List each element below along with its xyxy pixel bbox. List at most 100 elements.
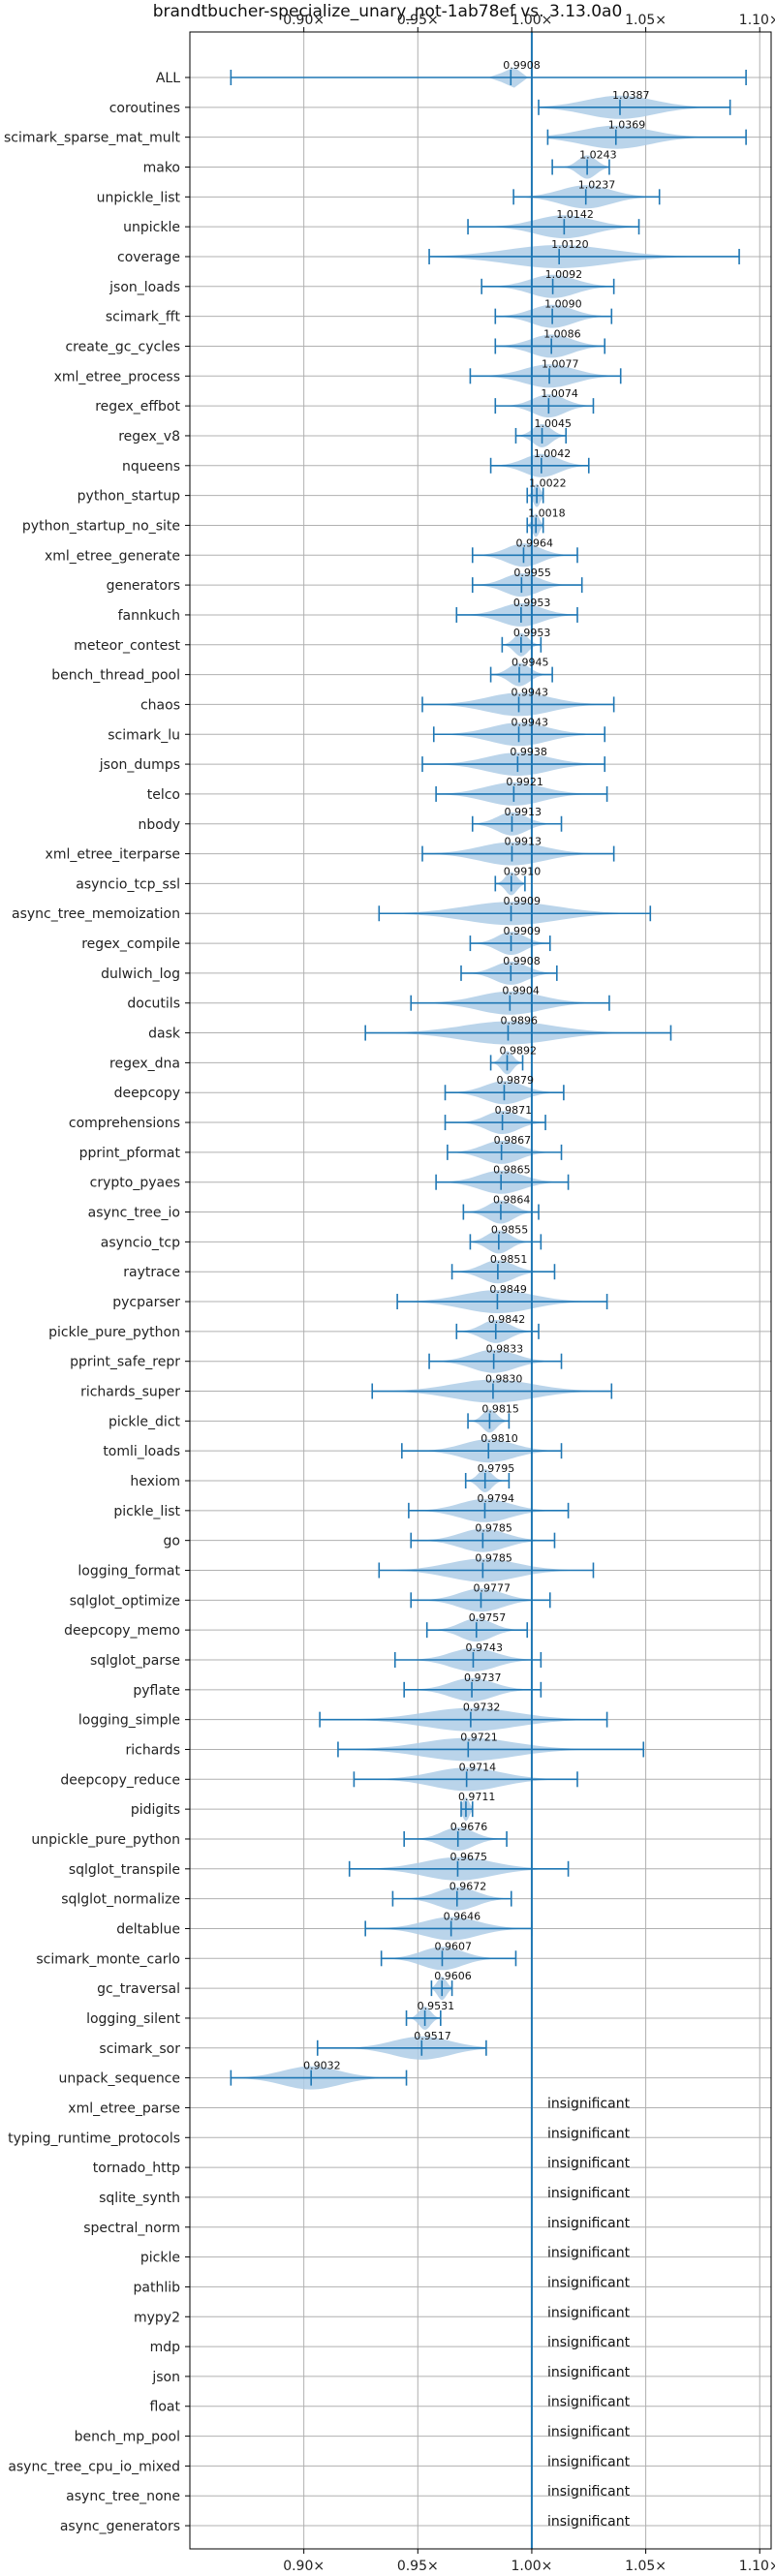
median-value-label: 0.9908 [503,955,541,967]
benchmark-label: pickle_pure_python [48,1325,180,1340]
median-value-label: 1.0120 [551,238,589,251]
benchmark-label: docutils [127,997,180,1012]
benchmark-label: regex_dna [109,1056,180,1071]
benchmark-label: scimark_fft [106,310,181,325]
median-value-label: 0.9871 [495,1104,533,1117]
benchmark-label: logging_silent [86,2011,180,2027]
benchmark-label: sqlite_synth [99,2191,180,2206]
benchmark-label: json_dumps [99,757,180,773]
benchmark-label: asyncio_tcp [101,1235,180,1250]
median-value-label: 0.9953 [513,627,551,639]
benchmark-label: regex_effbot [95,399,180,414]
median-value-label: 1.0387 [612,89,650,102]
median-value-label: 0.9795 [478,1462,515,1475]
median-value-label: 0.9830 [485,1373,523,1386]
benchmark-label: scimark_sor [99,2041,180,2057]
benchmark-label: coroutines [109,101,180,116]
median-value-label: 0.9794 [477,1492,514,1505]
plot-area-frame [189,31,772,2550]
x-tick-label-top: 1.10× [739,13,775,28]
benchmark-label: async_tree_io [88,1206,180,1221]
median-value-label: 0.9867 [494,1134,532,1147]
insignificant-label: insignificant [547,2305,631,2320]
median-value-label: 0.9964 [515,537,553,549]
median-value-label: 0.9606 [434,1970,472,1982]
median-value-label: 1.0092 [545,268,583,281]
median-value-label: 0.9851 [490,1253,527,1266]
insignificant-label: insignificant [547,2126,631,2141]
x-tick-label-top: 1.05× [625,13,666,28]
insignificant-label: insignificant [547,2335,631,2350]
benchmark-label: deltablue [116,1921,180,1937]
benchmark-label: async_tree_cpu_io_mixed [8,2459,180,2474]
benchmark-label: json_loads [108,280,180,295]
benchmark-label: python_startup [78,489,180,505]
median-value-label: 0.9757 [469,1611,507,1624]
median-value-label: 0.9737 [464,1671,502,1684]
median-value-label: 0.9777 [473,1581,511,1594]
benchmark-label: create_gc_cycles [65,339,180,354]
benchmark-label: unpack_sequence [59,2071,180,2087]
benchmark-label: ALL [156,71,180,86]
benchmark-label: deepcopy_reduce [60,1772,180,1788]
benchmark-label: scimark_monte_carlo [36,1951,180,1967]
benchmark-label: pickle_list [113,1504,180,1519]
median-value-label: 0.9032 [303,2060,341,2072]
benchmark-label: deepcopy [114,1086,180,1101]
insignificant-label: insignificant [547,2216,631,2231]
insignificant-label: insignificant [547,2514,631,2530]
benchmark-label: pprint_pformat [79,1146,181,1161]
benchmark-label: float [150,2400,181,2415]
benchmark-label: xml_etree_process [54,369,180,384]
benchmark-label: sqlglot_normalize [61,1892,180,1908]
insignificant-label: insignificant [547,2246,631,2261]
benchmark-label: hexiom [130,1474,180,1489]
median-value-label: 0.9908 [503,59,541,72]
median-value-label: 0.9810 [480,1432,518,1445]
median-value-label: 0.9904 [502,985,540,997]
median-value-label: 0.9896 [500,1015,538,1027]
benchmark-label: pathlib [134,2280,181,2295]
benchmark-label: logging_format [78,1564,180,1579]
benchmark-label: typing_runtime_protocols [8,2131,180,2146]
benchmark-label: json [151,2370,180,2385]
benchmark-label: spectral_norm [83,2221,180,2236]
benchmark-label: telco [147,787,180,803]
median-value-label: 0.9910 [504,865,542,877]
x-tick-label-bottom: 1.05× [625,2559,666,2574]
benchmark-label: deepcopy_memo [64,1623,180,1639]
benchmark-label: nqueens [122,459,180,475]
median-value-label: 1.0237 [578,178,616,191]
median-value-label: 0.9909 [504,895,542,907]
median-value-label: 1.0074 [541,387,578,400]
insignificant-label: insignificant [547,2484,631,2499]
median-value-label: 0.9938 [510,746,547,758]
benchmark-label: raytrace [123,1265,180,1280]
median-value-label: 0.9879 [496,1074,534,1087]
benchmark-label: pickle [140,2251,180,2266]
median-value-label: 0.9785 [475,1552,512,1565]
median-value-label: 0.9833 [486,1343,524,1356]
median-value-label: 0.9943 [512,716,549,728]
median-value-label: 0.9675 [450,1851,487,1863]
benchmark-label: sqlglot_transpile [69,1862,180,1878]
median-value-label: 0.9865 [493,1164,531,1177]
median-value-label: 0.9672 [450,1881,487,1893]
median-value-label: 1.0369 [608,119,646,132]
x-tick-label-bottom: 0.90× [283,2559,325,2574]
label-layer: 0.90× 0.90× 0.95× 0.95× 1.00× 1.00× 1.05× 1.05×… [4,13,775,2574]
insignificant-label: insignificant [547,2275,631,2290]
benchmark-label: pycparser [112,1295,180,1310]
benchmark-label: xml_etree_iterparse [46,847,180,863]
benchmark-label: nbody [139,817,181,833]
benchmark-label: meteor_contest [74,638,180,654]
benchmark-label: bench_mp_pool [75,2430,180,2445]
median-value-label: 1.0243 [579,148,617,161]
median-value-label: 0.9955 [513,567,551,579]
benchmark-label: scimark_lu [108,727,180,743]
benchmark-label: pidigits [131,1802,180,1818]
insignificant-label: insignificant [547,2425,631,2440]
benchmark-label: xml_etree_generate [45,548,180,564]
benchmark-label: gc_traversal [97,1981,180,1997]
